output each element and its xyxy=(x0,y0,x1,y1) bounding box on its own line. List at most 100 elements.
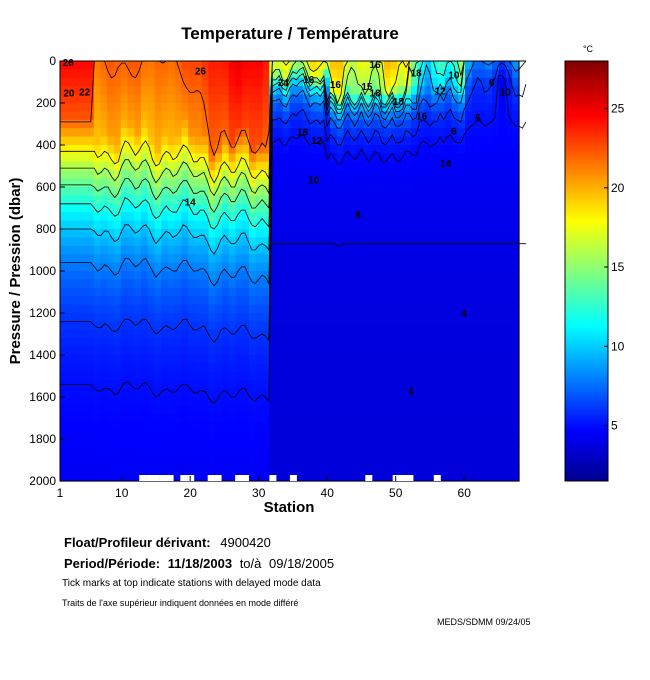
heatmap-cell xyxy=(465,69,473,79)
heatmap-cell xyxy=(222,472,230,482)
heatmap-cell xyxy=(390,447,399,457)
heatmap-cell xyxy=(485,237,493,247)
heatmap-cell xyxy=(471,271,480,280)
heatmap-cell xyxy=(350,203,358,213)
heatmap-cell xyxy=(195,69,203,79)
heatmap-cell xyxy=(438,94,446,104)
heatmap-cell xyxy=(411,103,419,112)
heatmap-cell xyxy=(66,111,75,121)
heatmap-cell xyxy=(73,203,81,213)
heatmap-cell xyxy=(262,287,270,297)
heatmap-cell xyxy=(208,413,216,423)
heatmap-cell xyxy=(66,346,75,356)
heatmap-cell xyxy=(323,287,331,297)
heatmap-cell xyxy=(303,111,311,121)
heatmap-cell xyxy=(255,271,264,280)
heatmap-cell xyxy=(168,304,176,314)
heatmap-cell xyxy=(377,271,385,280)
heatmap-cell xyxy=(404,111,412,121)
heatmap-cell xyxy=(309,69,318,79)
heatmap-cell xyxy=(215,119,223,129)
heatmap-cell xyxy=(363,321,372,331)
heatmap-cell xyxy=(269,111,277,121)
heatmap-cell xyxy=(498,254,507,264)
heatmap-cell xyxy=(147,187,156,196)
heatmap-cell xyxy=(235,94,243,104)
heatmap-cell xyxy=(134,103,142,112)
heatmap-cell xyxy=(87,145,95,154)
heatmap-cell xyxy=(269,422,277,432)
heatmap-cell xyxy=(80,220,88,230)
heatmap-cell xyxy=(100,262,108,272)
heatmap-cell xyxy=(471,397,480,406)
heatmap-cell xyxy=(215,170,223,180)
heatmap-cell xyxy=(411,464,419,474)
heatmap-cell xyxy=(100,203,108,213)
heatmap-cell xyxy=(255,111,264,121)
heatmap-cell xyxy=(296,321,304,331)
heatmap-cell xyxy=(309,86,318,96)
heatmap-cell xyxy=(451,304,459,314)
heatmap-cell xyxy=(411,61,419,70)
heatmap-cell xyxy=(309,187,318,196)
heatmap-cell xyxy=(377,363,385,373)
heatmap-cell xyxy=(262,254,270,264)
isotherm-label: 15 xyxy=(361,82,373,93)
heatmap-cell xyxy=(242,161,250,171)
heatmap-cell xyxy=(235,329,243,339)
isotherm-label: 24 xyxy=(278,78,290,89)
heatmap-cell xyxy=(93,103,102,112)
heatmap-cell xyxy=(174,329,183,339)
heatmap-cell xyxy=(282,455,291,465)
heatmap-cell xyxy=(114,119,122,129)
heatmap-cell xyxy=(235,178,243,188)
x-tick-label: 30 xyxy=(252,486,266,500)
heatmap-cell xyxy=(316,355,324,364)
heatmap-cell xyxy=(492,464,500,474)
heatmap-cell xyxy=(222,61,230,70)
heatmap-cell xyxy=(404,86,412,96)
heatmap-cell xyxy=(174,296,183,306)
heatmap-cell xyxy=(201,187,210,196)
heatmap-cell xyxy=(235,187,243,196)
heatmap-cell xyxy=(303,338,311,348)
heatmap-cell xyxy=(323,237,331,247)
heatmap-cell xyxy=(215,86,223,96)
heatmap-cell xyxy=(343,128,351,138)
heatmap-cell xyxy=(174,472,183,482)
heatmap-cell xyxy=(100,254,108,264)
heatmap-cell xyxy=(384,472,392,482)
heatmap-cell xyxy=(73,69,81,79)
heatmap-cell xyxy=(174,447,183,457)
heatmap-cell xyxy=(350,61,358,70)
heatmap-cell xyxy=(141,111,149,121)
heatmap-cell xyxy=(330,455,338,465)
heatmap-cell xyxy=(235,287,243,297)
heatmap-cell xyxy=(134,455,142,465)
heatmap-cell xyxy=(255,237,264,247)
heatmap-cell xyxy=(147,287,156,297)
heatmap-cell xyxy=(127,119,135,129)
heatmap-cell xyxy=(60,472,68,482)
heatmap-cell xyxy=(478,94,486,104)
heatmap-cell xyxy=(370,413,378,423)
heatmap-cell xyxy=(141,94,149,104)
heatmap-cell xyxy=(228,178,237,188)
heatmap-cell xyxy=(276,346,284,356)
heatmap-cell xyxy=(134,245,142,255)
heatmap-cell xyxy=(201,262,210,272)
delayed-mode-tick xyxy=(214,475,222,481)
heatmap-cell xyxy=(303,464,311,474)
heatmap-cell xyxy=(255,455,264,465)
heatmap-cell xyxy=(201,254,210,264)
heatmap-cell xyxy=(208,61,216,70)
heatmap-cell xyxy=(505,103,513,112)
heatmap-cell xyxy=(478,405,486,415)
isotherm-label: 10 xyxy=(308,176,320,187)
heatmap-cell xyxy=(384,413,392,423)
heatmap-cell xyxy=(181,422,189,432)
heatmap-cell xyxy=(195,304,203,314)
heatmap-cell xyxy=(269,296,277,306)
heatmap-cell xyxy=(363,237,372,247)
heatmap-cell xyxy=(235,262,243,272)
